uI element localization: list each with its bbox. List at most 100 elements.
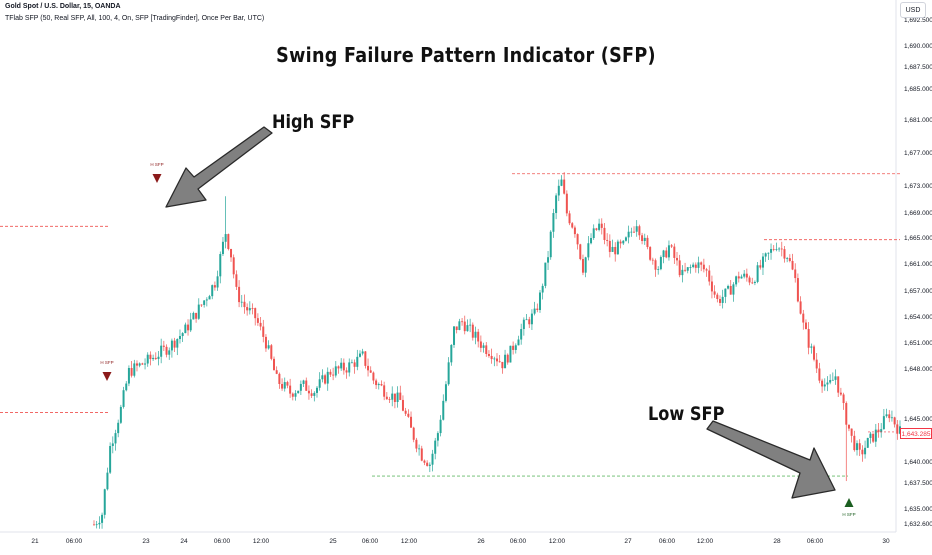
- bullish-candle: [439, 419, 442, 434]
- bullish-candle: [431, 453, 434, 465]
- bearish-candle: [853, 435, 856, 451]
- x-tick-label: 12:00: [549, 538, 566, 545]
- bullish-candle: [442, 400, 445, 420]
- bullish-candle: [119, 406, 122, 423]
- bullish-candle: [555, 195, 558, 214]
- bearish-candle: [165, 346, 168, 355]
- bullish-candle: [667, 245, 670, 258]
- x-tick-label: 21: [31, 538, 39, 545]
- bearish-candle: [713, 291, 716, 295]
- bullish-candle: [831, 379, 834, 381]
- bullish-candle: [735, 276, 738, 285]
- x-tick-label: 06:00: [807, 538, 824, 545]
- bullish-candle: [418, 448, 421, 450]
- bearish-candle: [426, 462, 429, 466]
- bullish-candle: [823, 384, 826, 387]
- x-tick-label: 06:00: [214, 538, 231, 545]
- bullish-candle: [493, 358, 496, 360]
- bullish-candle: [447, 362, 450, 385]
- bullish-candle: [547, 257, 550, 263]
- bearish-candle: [694, 264, 697, 268]
- bearish-candle: [729, 285, 732, 295]
- bearish-candle: [93, 524, 95, 526]
- bullish-candle: [616, 241, 619, 255]
- bullish-candle: [864, 447, 867, 455]
- bullish-candle: [533, 308, 536, 314]
- x-tick-label: 23: [142, 538, 150, 545]
- bullish-candle: [396, 392, 399, 402]
- bullish-candle: [549, 231, 552, 258]
- bearish-candle: [149, 354, 152, 360]
- bearish-candle: [200, 304, 203, 306]
- y-tick-label: 1,661.000: [904, 261, 932, 268]
- bearish-candle: [716, 294, 719, 300]
- y-tick-label: 1,690.000: [904, 43, 932, 50]
- bullish-candle: [810, 346, 813, 348]
- bearish-candle: [579, 244, 582, 260]
- bearish-candle: [420, 448, 423, 461]
- bullish-candle: [882, 416, 885, 430]
- bullish-candle: [103, 489, 106, 515]
- bearish-candle: [345, 370, 348, 373]
- x-tick-label: 28: [773, 538, 781, 545]
- bullish-candle: [525, 319, 528, 321]
- bullish-candle: [450, 344, 453, 363]
- sfp-marker-label: H SFP: [150, 162, 163, 167]
- bearish-candle: [649, 247, 652, 260]
- bullish-candle: [117, 422, 120, 434]
- currency-selector[interactable]: USD: [900, 2, 926, 18]
- bullish-candle: [377, 384, 380, 386]
- bearish-candle: [401, 399, 404, 411]
- bullish-candle: [869, 433, 872, 438]
- bearish-candle: [404, 410, 407, 414]
- bearish-candle: [772, 248, 775, 250]
- bullish-candle: [318, 379, 321, 388]
- bearish-candle: [576, 234, 579, 245]
- bearish-candle: [788, 258, 791, 261]
- symbol-title: Gold Spot / U.S. Dollar, 15, OANDA: [5, 3, 121, 10]
- bearish-candle: [375, 380, 378, 386]
- bullish-candle: [326, 371, 329, 384]
- bearish-candle: [737, 276, 740, 279]
- bullish-candle: [334, 366, 337, 376]
- bearish-candle: [407, 413, 410, 417]
- bearish-candle: [581, 259, 584, 273]
- bullish-candle: [584, 257, 587, 273]
- bullish-candle: [133, 363, 136, 376]
- bullish-candle: [587, 243, 590, 258]
- x-tick-label: 12:00: [697, 538, 714, 545]
- bullish-candle: [125, 383, 128, 391]
- bullish-candle: [189, 319, 192, 331]
- bearish-candle: [608, 240, 611, 252]
- bullish-candle: [216, 276, 219, 288]
- y-tick-label: 1,657.000: [904, 288, 932, 295]
- bearish-candle: [705, 269, 708, 271]
- bearish-candle: [259, 322, 262, 327]
- bearish-candle: [281, 383, 284, 389]
- bullish-candle: [211, 285, 214, 297]
- bearish-candle: [893, 417, 896, 425]
- bullish-candle: [98, 522, 101, 525]
- bearish-candle: [273, 358, 276, 371]
- bearish-candle: [606, 239, 609, 241]
- bullish-candle: [829, 380, 832, 383]
- bearish-candle: [676, 257, 679, 261]
- bearish-candle: [477, 331, 480, 342]
- bearish-candle: [837, 376, 840, 393]
- bullish-candle: [138, 363, 141, 366]
- x-tick-label: 24: [180, 538, 188, 545]
- bearish-candle: [461, 321, 464, 323]
- bearish-candle: [412, 427, 415, 440]
- bullish-candle: [522, 319, 525, 330]
- bullish-candle: [197, 304, 200, 319]
- bullish-candle: [315, 387, 318, 393]
- bearish-candle: [573, 227, 576, 235]
- bearish-candle: [565, 193, 568, 214]
- bullish-candle: [880, 429, 883, 433]
- bullish-candle: [753, 281, 756, 284]
- bearish-candle: [847, 424, 850, 429]
- bearish-candle: [235, 274, 238, 287]
- y-tick-label: 1,654.000: [904, 314, 932, 321]
